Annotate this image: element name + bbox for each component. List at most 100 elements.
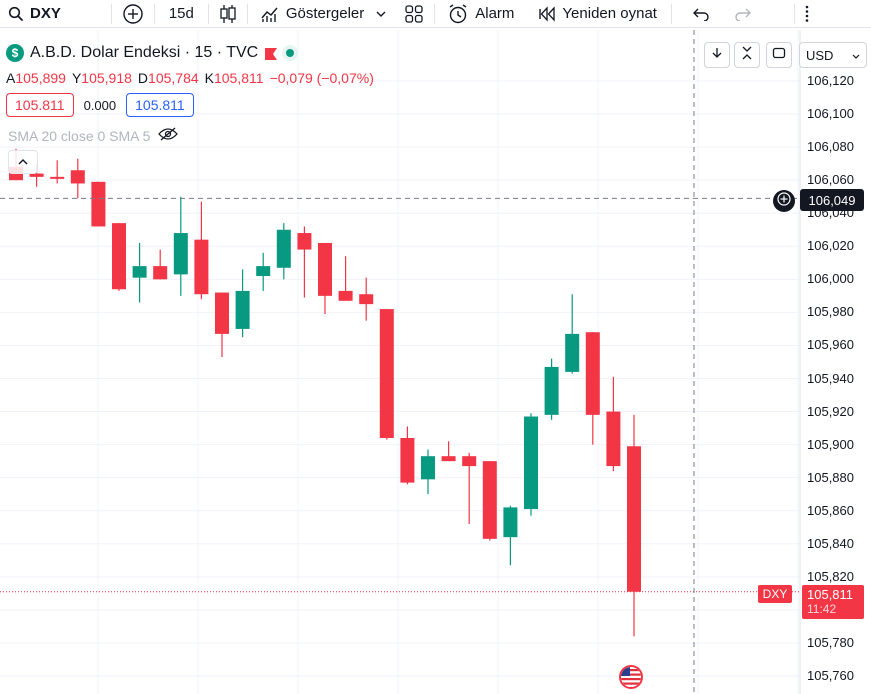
candle-body <box>91 181 106 227</box>
candle <box>400 426 415 485</box>
candle-body <box>215 292 229 334</box>
candle-body <box>338 290 353 301</box>
arrow-down-icon <box>711 46 723 64</box>
market-status-icon[interactable] <box>282 45 299 61</box>
compare-button[interactable] <box>112 0 154 28</box>
price-tick-label: 106,000 <box>807 271 854 287</box>
candle <box>173 196 188 296</box>
toolbar-divider <box>246 3 248 24</box>
bid-ask-row: 105.811 0.000 105.811 <box>6 93 194 117</box>
collapse-legend-button[interactable] <box>8 150 38 174</box>
chart-type-button[interactable] <box>209 0 247 28</box>
price-tick-label: 106,060 <box>807 172 854 188</box>
price-tick-label: 105,840 <box>807 535 854 551</box>
candle <box>256 252 271 291</box>
sma-label: SMA 20 close 0 SMA 5 <box>8 127 151 144</box>
candle-body <box>503 507 518 538</box>
undo-icon <box>692 7 710 21</box>
symbol-search[interactable]: DXY <box>0 0 69 28</box>
symbol-label: DXY <box>30 5 61 22</box>
red-flag-icon[interactable] <box>264 47 278 60</box>
candle <box>441 441 456 462</box>
candle <box>544 358 559 420</box>
chevron-up-icon <box>18 153 28 171</box>
currency-label: USD <box>806 47 834 63</box>
currency-select[interactable]: USD <box>799 42 867 68</box>
maximize-icon <box>772 46 786 65</box>
candle <box>112 223 126 291</box>
candlestick-icon <box>219 4 237 24</box>
candle <box>215 292 229 358</box>
chart-legend: $ A.B.D. Dolar Endeksi · 15 · TVC <box>6 44 299 62</box>
chevron-down-icon <box>852 48 860 63</box>
candle-body <box>112 223 126 290</box>
price-tick-label: 105,940 <box>807 370 854 386</box>
candle-body <box>359 294 374 305</box>
redo-button[interactable] <box>722 0 764 28</box>
candle <box>132 242 147 303</box>
candle <box>627 414 641 637</box>
candle <box>524 413 538 516</box>
last-price-value: 105,811 <box>807 587 854 602</box>
candle-body <box>379 309 394 438</box>
indicators-button[interactable]: Göstergeler <box>248 0 394 28</box>
candle-body <box>606 411 621 467</box>
ask-price-button[interactable]: 105.811 <box>126 93 194 117</box>
candle-body <box>297 233 312 250</box>
candle-body <box>70 170 85 184</box>
price-tick-label: 105,780 <box>807 634 854 650</box>
collapse-panes-button[interactable] <box>734 42 760 68</box>
candle <box>482 461 497 541</box>
indicators-label: Göstergeler <box>285 5 365 22</box>
candle-body <box>256 266 271 277</box>
price-tick-label: 105,760 <box>807 668 854 683</box>
search-icon <box>8 6 24 22</box>
close-value: 105,811 <box>213 70 264 86</box>
indicators-chart-icon <box>260 4 280 24</box>
price-tick-label: 105,820 <box>807 568 854 584</box>
toolbar-divider <box>793 3 795 24</box>
top-toolbar: DXY 15d Göstergeler Alarm <box>0 0 871 28</box>
candle-body <box>153 266 168 280</box>
candle-body <box>421 456 435 480</box>
scroll-down-button[interactable] <box>704 42 730 68</box>
candle-body <box>235 290 250 329</box>
collapse-arrows-icon <box>741 46 753 65</box>
toolbar-divider <box>670 3 672 24</box>
candle-body <box>627 446 641 592</box>
open-value: 105,899 <box>15 70 66 86</box>
ohlc-values: A105,899 Y105,918 D105,784 K105,811 −0,0… <box>6 70 374 86</box>
price-tick-label: 105,920 <box>807 403 854 419</box>
candle <box>235 269 250 338</box>
bid-price-button[interactable]: 105.811 <box>6 93 74 117</box>
high-value: 105,918 <box>81 70 132 86</box>
interval-button[interactable]: 15d <box>168 5 194 22</box>
indicator-legend[interactable]: SMA 20 close 0 SMA 5 <box>8 127 179 144</box>
close-label: K <box>204 70 214 86</box>
undo-button[interactable] <box>672 0 722 28</box>
add-level-button[interactable] <box>773 190 795 212</box>
rewind-icon <box>538 5 556 22</box>
maximize-button[interactable] <box>766 42 792 68</box>
price-tick-label: 106,080 <box>807 139 854 155</box>
more-menu-button[interactable] <box>795 0 819 28</box>
alarm-clock-icon <box>447 3 469 25</box>
candle <box>359 277 374 321</box>
price-tick-label: 105,880 <box>807 469 854 485</box>
candle <box>462 452 477 524</box>
us-flag-icon[interactable] <box>619 665 643 689</box>
toolbar-divider <box>434 3 436 24</box>
candle <box>585 332 600 445</box>
candle-body <box>318 242 332 296</box>
replay-button[interactable]: Yeniden oynat <box>522 0 665 28</box>
symbol-title[interactable]: A.B.D. Dolar Endeksi · 15 · TVC <box>30 44 259 61</box>
replay-label: Yeniden oynat <box>562 5 657 22</box>
candle-body <box>462 456 477 467</box>
layouts-button[interactable] <box>394 0 434 28</box>
chevron-down-icon <box>376 10 386 18</box>
last-price-time: 11:42 <box>807 602 837 616</box>
candle <box>194 201 209 300</box>
alert-button[interactable]: Alarm <box>435 0 522 28</box>
eye-hidden-icon[interactable] <box>158 127 179 144</box>
